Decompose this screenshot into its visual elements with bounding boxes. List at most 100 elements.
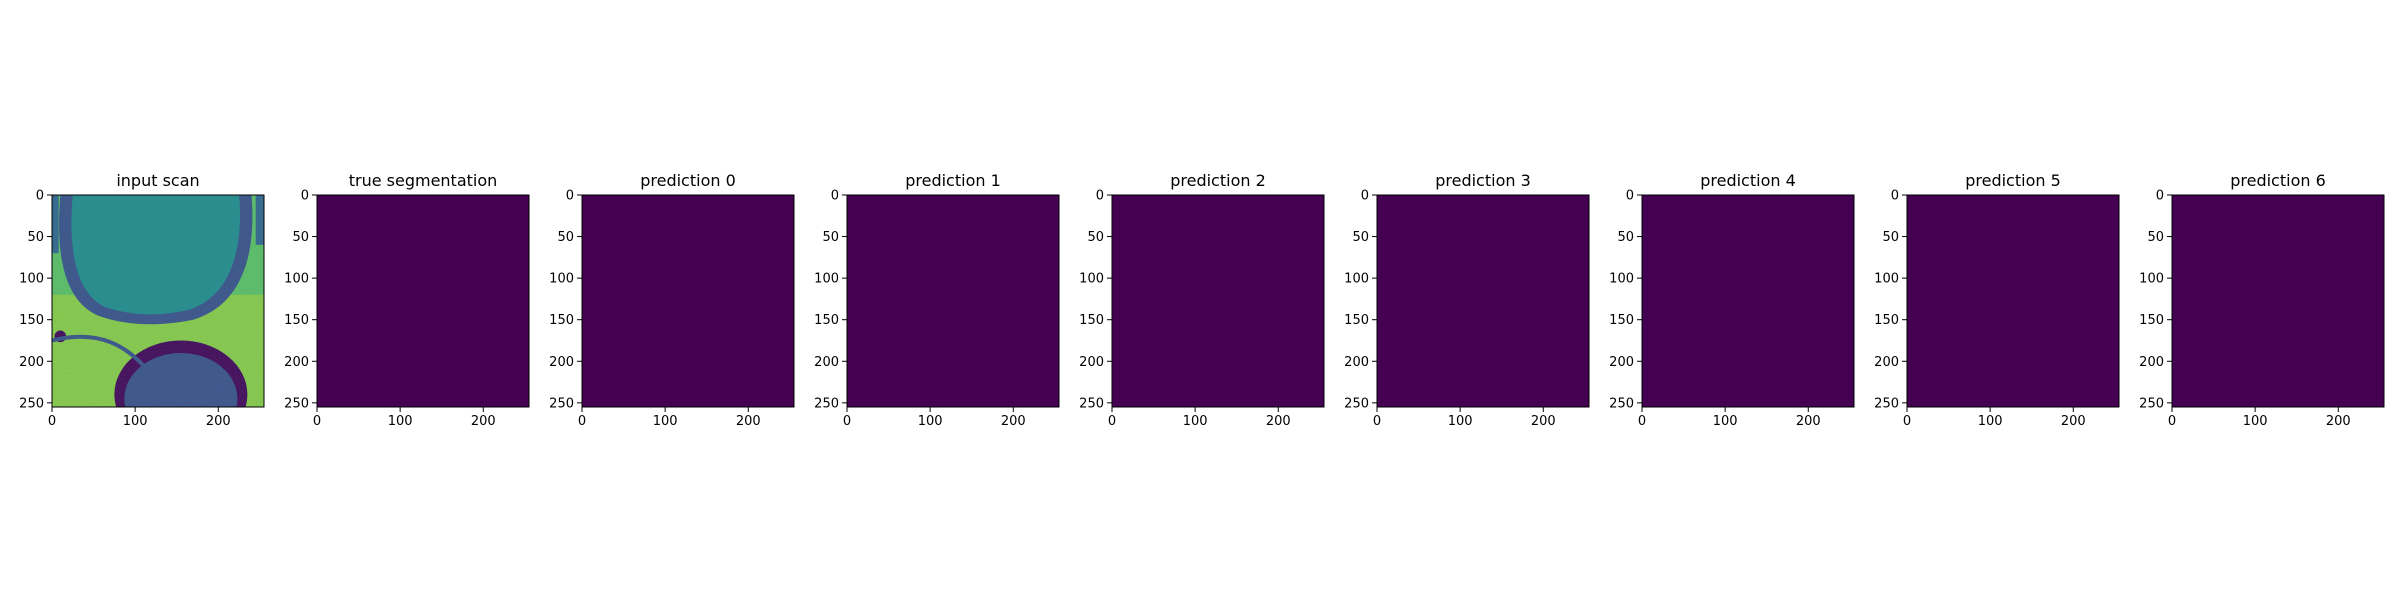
axes-frame — [2171, 194, 2385, 408]
y-tick-label: 200 — [2139, 355, 2164, 370]
x-tick-label: 100 — [1448, 414, 1473, 429]
x-tick-label: 0 — [313, 414, 321, 429]
y-tick-label: 0 — [301, 189, 309, 204]
y-tick-label: 100 — [284, 272, 309, 287]
subplot-title: true segmentation — [349, 171, 498, 190]
y-tick-label: 150 — [2139, 313, 2164, 328]
x-tick-label: 100 — [918, 414, 943, 429]
segmentation-image — [317, 195, 529, 407]
subplot-title: prediction 5 — [1965, 171, 2061, 190]
x-tick-label: 200 — [1796, 414, 1821, 429]
y-tick-label: 50 — [2147, 230, 2164, 245]
y-tick-label: 50 — [27, 230, 44, 245]
y-tick-label: 0 — [36, 189, 44, 204]
subplot: prediction 4 0 100 200 0 50 100 150 200 250 — [1609, 171, 1855, 429]
y-tick-label: 150 — [284, 313, 309, 328]
axes-frame — [1376, 194, 1590, 408]
y-tick-label: 0 — [1096, 189, 1104, 204]
axes-frame — [581, 194, 795, 408]
y-tick-label: 150 — [19, 313, 44, 328]
subplot-title: prediction 3 — [1435, 171, 1531, 190]
subplot-title: prediction 6 — [2230, 171, 2326, 190]
axes-frame — [1906, 194, 2120, 408]
y-tick-label: 250 — [1079, 396, 1104, 411]
x-tick-label: 200 — [2061, 414, 2086, 429]
y-tick-label: 250 — [19, 396, 44, 411]
x-tick-label: 0 — [1903, 414, 1911, 429]
y-tick-label: 100 — [814, 272, 839, 287]
y-tick-label: 0 — [831, 189, 839, 204]
subplot: prediction 6 0 100 200 0 50 100 150 200 250 — [2139, 171, 2385, 429]
y-tick-label: 100 — [19, 272, 44, 287]
y-tick-label: 200 — [1079, 355, 1104, 370]
y-tick-label: 100 — [549, 272, 574, 287]
x-tick-label: 100 — [123, 414, 148, 429]
y-tick-label: 150 — [549, 313, 574, 328]
y-tick-label: 0 — [566, 189, 574, 204]
subplot: prediction 5 0 100 200 0 50 100 150 200 250 — [1874, 171, 2120, 429]
y-tick-label: 0 — [1626, 189, 1634, 204]
y-tick-label: 150 — [814, 313, 839, 328]
y-tick-label: 200 — [1874, 355, 1899, 370]
y-tick-label: 0 — [1361, 189, 1369, 204]
x-tick-label: 100 — [1183, 414, 1208, 429]
x-tick-label: 200 — [1001, 414, 1026, 429]
segmentation-image — [1377, 195, 1589, 407]
x-tick-label: 200 — [2326, 414, 2351, 429]
segmentation-image — [1112, 195, 1324, 407]
segmentation-image — [2172, 195, 2384, 407]
y-tick-label: 100 — [1344, 272, 1369, 287]
x-tick-label: 200 — [1531, 414, 1556, 429]
y-tick-label: 150 — [1609, 313, 1634, 328]
y-tick-label: 250 — [1874, 396, 1899, 411]
y-tick-label: 200 — [549, 355, 574, 370]
subplot-grid: input scan 0 100 200 0 50 100 150 200 250 true seg… — [19, 171, 2385, 429]
x-tick-label: 200 — [736, 414, 761, 429]
y-tick-label: 200 — [284, 355, 309, 370]
x-tick-label: 0 — [1638, 414, 1646, 429]
x-tick-label: 100 — [2243, 414, 2268, 429]
x-tick-label: 200 — [1266, 414, 1291, 429]
x-tick-label: 100 — [1978, 414, 2003, 429]
y-tick-label: 50 — [1882, 230, 1899, 245]
scan-texture — [52, 195, 264, 407]
axes-frame — [846, 194, 1060, 408]
segmentation-image — [1642, 195, 1854, 407]
y-tick-label: 50 — [1352, 230, 1369, 245]
axes-frame — [1111, 194, 1325, 408]
subplot-title: prediction 4 — [1700, 171, 1796, 190]
subplot-title: input scan — [116, 171, 199, 190]
y-tick-label: 100 — [1874, 272, 1899, 287]
y-tick-label: 250 — [814, 396, 839, 411]
y-tick-label: 200 — [1609, 355, 1634, 370]
segmentation-image — [582, 195, 794, 407]
subplot: prediction 2 0 100 200 0 50 100 150 200 250 — [1079, 171, 1325, 429]
y-tick-label: 0 — [1891, 189, 1899, 204]
y-tick-label: 100 — [2139, 272, 2164, 287]
x-tick-label: 200 — [206, 414, 231, 429]
y-tick-label: 50 — [557, 230, 574, 245]
y-tick-label: 150 — [1344, 313, 1369, 328]
y-tick-label: 250 — [1344, 396, 1369, 411]
y-tick-label: 200 — [1344, 355, 1369, 370]
y-tick-label: 200 — [814, 355, 839, 370]
y-tick-label: 250 — [2139, 396, 2164, 411]
subplot-title: prediction 1 — [905, 171, 1001, 190]
axes-frame — [1641, 194, 1855, 408]
x-tick-label: 0 — [48, 414, 56, 429]
subplot: input scan 0 100 200 0 50 100 150 200 250 — [19, 171, 265, 429]
x-tick-label: 0 — [1108, 414, 1116, 429]
y-tick-label: 250 — [1609, 396, 1634, 411]
y-tick-label: 150 — [1079, 313, 1104, 328]
subplot: prediction 1 0 100 200 0 50 100 150 200 250 — [814, 171, 1060, 429]
x-tick-label: 0 — [2168, 414, 2176, 429]
y-tick-label: 50 — [292, 230, 309, 245]
y-tick-label: 200 — [19, 355, 44, 370]
subplot: prediction 3 0 100 200 0 50 100 150 200 250 — [1344, 171, 1590, 429]
x-tick-label: 0 — [843, 414, 851, 429]
y-tick-label: 150 — [1874, 313, 1899, 328]
subplot: prediction 0 0 100 200 0 50 100 150 200 250 — [549, 171, 795, 429]
y-tick-label: 50 — [1617, 230, 1634, 245]
y-tick-label: 50 — [1087, 230, 1104, 245]
